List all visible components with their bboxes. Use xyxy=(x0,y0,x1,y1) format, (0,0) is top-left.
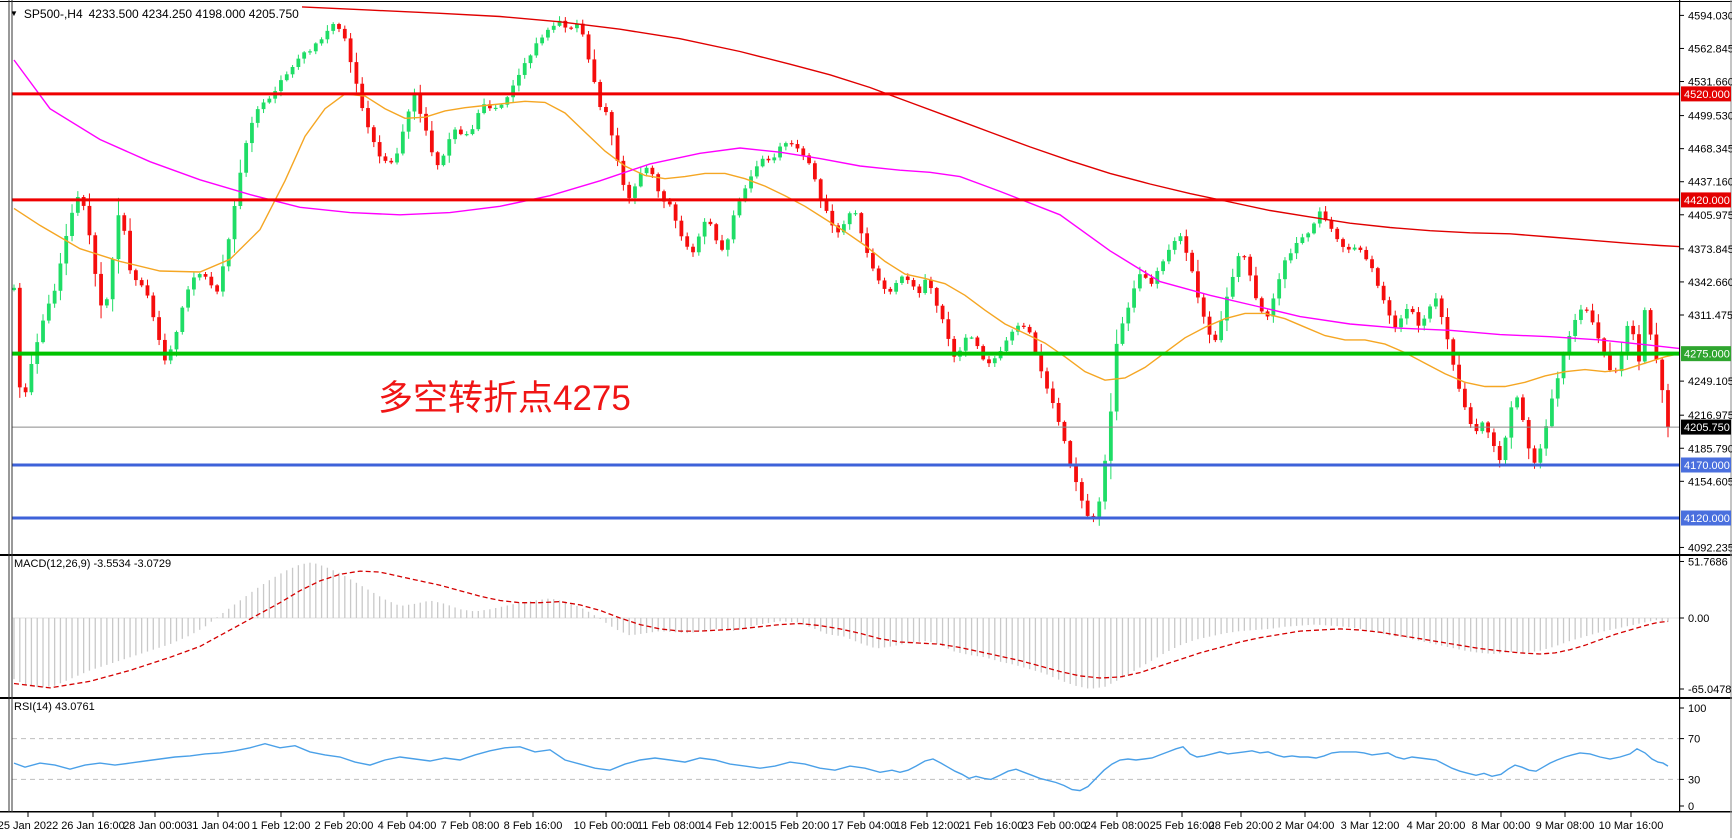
svg-text:4 Mar 20:00: 4 Mar 20:00 xyxy=(1407,820,1466,832)
svg-text:18 Feb 12:00: 18 Feb 12:00 xyxy=(895,820,960,832)
chevron-down-icon[interactable]: ▼ xyxy=(10,9,18,18)
symbol-info-bar: ▼ SP500-,H4 4233.500 4234.250 4198.000 4… xyxy=(10,7,299,21)
svg-text:31 Jan 04:00: 31 Jan 04:00 xyxy=(186,820,250,832)
svg-text:10 Feb 00:00: 10 Feb 00:00 xyxy=(574,820,639,832)
svg-text:8 Mar 00:00: 8 Mar 00:00 xyxy=(1472,820,1531,832)
svg-text:23 Feb 00:00: 23 Feb 00:00 xyxy=(1022,820,1087,832)
svg-text:4120.000: 4120.000 xyxy=(1684,513,1730,525)
svg-text:4092.235: 4092.235 xyxy=(1688,542,1732,554)
svg-text:25 Jan 2022: 25 Jan 2022 xyxy=(0,820,58,832)
ohlc-values: 4233.500 4234.250 4198.000 4205.750 xyxy=(88,7,299,21)
svg-text:4 Feb 04:00: 4 Feb 04:00 xyxy=(378,820,437,832)
candles-layer xyxy=(12,16,1670,526)
price-level-badge: 4420.000 xyxy=(1681,192,1731,208)
svg-text:8 Feb 16:00: 8 Feb 16:00 xyxy=(504,820,563,832)
svg-text:51.7686: 51.7686 xyxy=(1688,556,1728,568)
svg-text:28 Jan 00:00: 28 Jan 00:00 xyxy=(123,820,187,832)
svg-text:4520.000: 4520.000 xyxy=(1684,89,1730,101)
svg-text:4405.975: 4405.975 xyxy=(1688,210,1732,222)
ma-red-line xyxy=(301,6,1680,248)
svg-text:1 Feb 12:00: 1 Feb 12:00 xyxy=(252,820,311,832)
svg-text:4562.845: 4562.845 xyxy=(1688,43,1732,55)
indicator-axes: 51.7686 0.00 -65.0478 100 70 30 0 xyxy=(1679,556,1731,813)
svg-text:100: 100 xyxy=(1688,703,1706,715)
svg-text:15 Feb 20:00: 15 Feb 20:00 xyxy=(765,820,830,832)
svg-text:4373.845: 4373.845 xyxy=(1688,244,1732,256)
svg-text:26 Jan 16:00: 26 Jan 16:00 xyxy=(61,820,125,832)
svg-text:17 Feb 04:00: 17 Feb 04:00 xyxy=(832,820,897,832)
svg-text:10 Mar 16:00: 10 Mar 16:00 xyxy=(1599,820,1664,832)
rsi-panel xyxy=(12,738,1679,792)
svg-text:4437.160: 4437.160 xyxy=(1688,177,1732,189)
svg-text:4468.345: 4468.345 xyxy=(1688,144,1732,156)
price-level-badge: 4120.000 xyxy=(1681,510,1731,526)
svg-text:4216.975: 4216.975 xyxy=(1688,410,1732,422)
price-axis[interactable]: 4594.030 4562.845 4531.660 4499.530 4468.345… xyxy=(1679,10,1732,554)
svg-text:9 Mar 08:00: 9 Mar 08:00 xyxy=(1536,820,1595,832)
svg-text:3 Mar 12:00: 3 Mar 12:00 xyxy=(1341,820,1400,832)
horizontal-levels xyxy=(12,92,1679,520)
svg-text:4499.530: 4499.530 xyxy=(1688,111,1732,123)
svg-text:4594.030: 4594.030 xyxy=(1688,10,1732,22)
symbol-title: SP500-,H4 xyxy=(23,7,83,21)
svg-text:28 Feb 20:00: 28 Feb 20:00 xyxy=(1209,820,1274,832)
current-price-badge: 4205.750 xyxy=(1681,419,1731,435)
svg-text:2 Feb 20:00: 2 Feb 20:00 xyxy=(315,820,374,832)
svg-text:0.00: 0.00 xyxy=(1688,613,1709,625)
main-plot-area[interactable] xyxy=(12,8,1679,553)
price-level-badge: 4520.000 xyxy=(1681,86,1731,102)
ma-magenta-line xyxy=(13,59,1680,350)
svg-text:14 Feb 12:00: 14 Feb 12:00 xyxy=(700,820,765,832)
svg-text:4311.475: 4311.475 xyxy=(1688,310,1732,322)
svg-text:2 Mar 04:00: 2 Mar 04:00 xyxy=(1276,820,1335,832)
svg-text:4420.000: 4420.000 xyxy=(1684,195,1730,207)
svg-text:21 Feb 16:00: 21 Feb 16:00 xyxy=(959,820,1024,832)
svg-text:30: 30 xyxy=(1688,774,1700,786)
svg-text:4185.790: 4185.790 xyxy=(1688,443,1732,455)
svg-text:4531.660: 4531.660 xyxy=(1688,77,1732,89)
svg-text:4275.000: 4275.000 xyxy=(1684,349,1730,361)
svg-text:7 Feb 08:00: 7 Feb 08:00 xyxy=(441,820,500,832)
svg-text:25 Feb 16:00: 25 Feb 16:00 xyxy=(1150,820,1215,832)
macd-panel xyxy=(12,562,1679,689)
svg-text:4249.105: 4249.105 xyxy=(1688,376,1732,388)
chart-text-annotation: 多空转折点4275 xyxy=(378,379,631,418)
svg-text:4170.000: 4170.000 xyxy=(1684,460,1730,472)
svg-text:11 Feb 08:00: 11 Feb 08:00 xyxy=(637,820,701,832)
svg-text:4205.750: 4205.750 xyxy=(1684,422,1730,434)
svg-text:4342.660: 4342.660 xyxy=(1688,277,1732,289)
svg-text:-65.0478: -65.0478 xyxy=(1688,684,1731,696)
svg-text:70: 70 xyxy=(1688,734,1700,746)
svg-text:4154.605: 4154.605 xyxy=(1688,476,1732,488)
price-level-badge: 4275.000 xyxy=(1681,346,1731,362)
svg-text:0: 0 xyxy=(1688,801,1694,813)
rsi-indicator-label: RSI(14) 43.0761 xyxy=(14,701,95,713)
price-level-badge: 4170.000 xyxy=(1681,457,1731,473)
macd-indicator-label: MACD(12,26,9) -3.5534 -3.0729 xyxy=(14,558,172,570)
ma-orange-line xyxy=(13,93,1680,388)
svg-text:24 Feb 08:00: 24 Feb 08:00 xyxy=(1085,820,1150,832)
